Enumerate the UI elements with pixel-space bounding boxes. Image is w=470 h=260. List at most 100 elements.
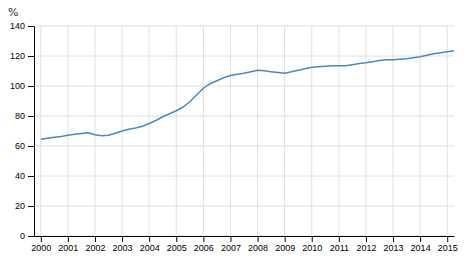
y-tick-mark (28, 206, 34, 207)
y-axis-line (34, 27, 35, 237)
x-tick-mark (339, 236, 340, 242)
x-tick-label: 2005 (167, 243, 187, 253)
x-axis-line (35, 236, 455, 237)
grid-line (40, 26, 41, 236)
grid-line (257, 26, 258, 236)
grid-line (34, 26, 454, 27)
y-axis-label: % (8, 6, 18, 19)
x-tick: 2007 (221, 236, 241, 253)
grid-line (34, 236, 454, 237)
x-tick-mark (41, 236, 42, 242)
x-tick-mark (420, 236, 421, 242)
grid-line (176, 26, 177, 236)
y-tick: 40 (15, 171, 34, 181)
x-tick-mark (393, 236, 394, 242)
x-tick-label: 2011 (330, 243, 349, 253)
x-tick: 2012 (356, 236, 376, 253)
x-tick: 2010 (302, 236, 322, 253)
x-tick-mark (68, 236, 69, 242)
y-tick-mark (28, 86, 34, 87)
grid-line (203, 26, 204, 236)
grid-line (34, 56, 454, 57)
grid-line (365, 26, 366, 236)
y-tick-mark (28, 146, 34, 147)
grid-line (311, 26, 312, 236)
chart: 2000 2001 2002 2003 2004 2005 2006 2007 2008 2009… (0, 0, 470, 260)
x-tick-label: 2000 (31, 243, 51, 253)
x-tick-label: 2001 (58, 243, 78, 253)
x-tick: 2001 (58, 236, 78, 253)
x-tick-label: 2002 (85, 243, 105, 253)
x-axis: 2000 2001 2002 2003 2004 2005 2006 2007 2008 2009… (31, 236, 457, 253)
y-tick: 0 (20, 231, 34, 241)
x-tick-label: 2013 (384, 243, 404, 253)
x-tick-label: 2012 (356, 243, 376, 253)
x-tick: 2004 (140, 236, 160, 253)
grid-line (67, 26, 68, 236)
y-tick: 80 (15, 111, 34, 121)
x-tick-label: 2014 (411, 243, 431, 253)
grid-line (34, 146, 454, 147)
x-tick-label: 2015 (438, 243, 458, 253)
grid-line (94, 26, 95, 236)
grid (34, 26, 454, 236)
grid-line (34, 176, 454, 177)
x-tick-mark (366, 236, 367, 242)
y-tick: 120 (10, 51, 34, 61)
grid-line (230, 26, 231, 236)
y-tick: 140 (10, 21, 34, 31)
x-tick-label: 2003 (113, 243, 133, 253)
y-axis: 0 20 40 60 80 100 120 140 (10, 21, 35, 241)
x-tick: 2011 (330, 236, 349, 253)
plot: 2000 2001 2002 2003 2004 2005 2006 2007 2008 2009… (10, 21, 458, 253)
y-tick-label: 100 (10, 81, 25, 91)
x-tick-mark (176, 236, 177, 242)
x-tick-mark (258, 236, 259, 242)
y-tick-label: 20 (15, 201, 25, 211)
x-tick: 2006 (194, 236, 214, 253)
x-tick-mark (149, 236, 150, 242)
grid-line (149, 26, 150, 236)
x-tick-label: 2008 (248, 243, 268, 253)
x-tick: 2013 (384, 236, 404, 253)
x-tick: 2002 (85, 236, 105, 253)
y-tick-label: 120 (10, 51, 25, 61)
x-tick: 2014 (411, 236, 431, 253)
x-tick-mark (312, 236, 313, 242)
grid-line (393, 26, 394, 236)
x-tick: 2015 (438, 236, 458, 253)
x-tick: 2000 (31, 236, 51, 253)
grid-line (284, 26, 285, 236)
x-tick: 2009 (275, 236, 295, 253)
x-tick: 2005 (167, 236, 187, 253)
y-tick-mark (28, 236, 34, 237)
y-tick-label: 40 (15, 171, 25, 181)
y-tick-label: 0 (20, 231, 25, 241)
grid-line (34, 116, 454, 117)
x-tick-mark (95, 236, 96, 242)
grid-line (34, 86, 454, 87)
y-tick: 60 (15, 141, 34, 151)
x-tick-label: 2009 (275, 243, 295, 253)
x-tick-mark (285, 236, 286, 242)
x-tick: 2003 (113, 236, 133, 253)
x-tick-label: 2004 (140, 243, 160, 253)
x-tick-label: 2007 (221, 243, 241, 253)
y-tick-mark (28, 26, 34, 27)
y-tick-label: 60 (15, 141, 25, 151)
grid-line (447, 26, 448, 236)
x-tick-label: 2010 (302, 243, 322, 253)
y-tick: 100 (10, 81, 34, 91)
grid-line (34, 206, 454, 207)
y-tick-label: 80 (15, 111, 25, 121)
y-tick-mark (28, 176, 34, 177)
y-tick-mark (28, 116, 34, 117)
x-tick-mark (203, 236, 204, 242)
x-tick-mark (230, 236, 231, 242)
x-tick: 2008 (248, 236, 268, 253)
y-tick-label: 140 (10, 21, 25, 31)
x-tick-mark (447, 236, 448, 242)
line (41, 51, 454, 140)
x-tick-mark (122, 236, 123, 242)
marks (41, 51, 454, 140)
